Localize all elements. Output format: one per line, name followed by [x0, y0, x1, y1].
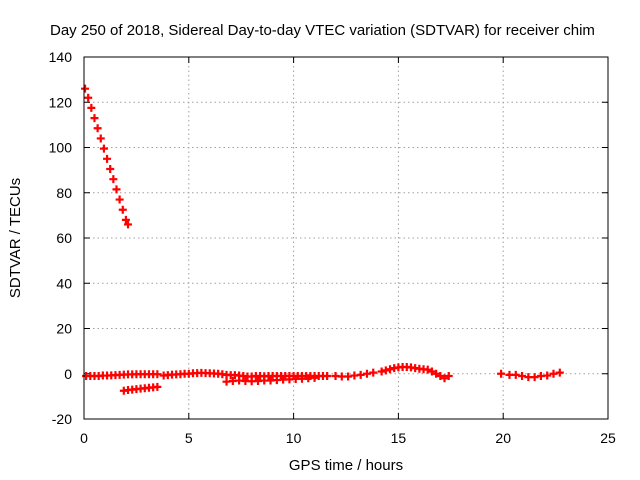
y-tick-label: -20	[52, 411, 72, 427]
data-point-marker	[310, 373, 319, 382]
data-point-marker	[96, 134, 105, 143]
data-point-marker	[153, 370, 162, 379]
x-tick-label: 20	[495, 430, 511, 446]
data-point-marker	[124, 220, 133, 229]
x-axis-label: GPS time / hours	[289, 457, 403, 474]
data-point-marker	[427, 367, 436, 376]
y-tick-label: 40	[56, 275, 72, 291]
data-point-marker	[432, 369, 441, 378]
data-point-marker	[369, 368, 378, 377]
data-point-marker	[118, 205, 127, 214]
data-point-marker	[153, 382, 162, 391]
y-axis-label: SDTVAR / TECUs	[7, 178, 24, 298]
data-point-marker	[87, 103, 96, 112]
chart-title: Day 250 of 2018, Sidereal Day-to-day VTE…	[50, 22, 595, 39]
data-point-marker	[99, 144, 108, 153]
y-tick-label: 120	[49, 94, 73, 110]
data-point-marker	[81, 84, 90, 93]
data-point-marker	[555, 368, 564, 377]
data-point-marker	[115, 195, 124, 204]
data-points	[81, 84, 564, 395]
x-tick-label: 10	[286, 430, 302, 446]
y-tick-label: 80	[56, 185, 72, 201]
data-point-marker	[511, 370, 520, 379]
data-point-marker	[323, 372, 332, 381]
data-point-marker	[440, 374, 449, 383]
data-point-marker	[377, 367, 386, 376]
data-point-marker	[497, 369, 506, 378]
x-tick-label: 25	[600, 430, 616, 446]
y-tick-label: 140	[49, 49, 73, 65]
data-point-marker	[106, 164, 115, 173]
data-point-marker	[121, 215, 130, 224]
data-point-marker	[112, 185, 121, 194]
x-tick-label: 5	[185, 430, 193, 446]
y-tick-labels: -20 0 20 40 60 80 100 120 140	[49, 49, 73, 427]
data-point-marker	[84, 93, 93, 102]
plot-frame	[83, 56, 609, 420]
data-point-marker	[386, 365, 395, 374]
data-point-marker	[103, 154, 112, 163]
y-tick-label: 20	[56, 321, 72, 337]
x-tick-label: 0	[80, 430, 88, 446]
data-point-marker	[109, 175, 118, 184]
data-point-marker	[530, 373, 539, 382]
data-point-marker	[90, 114, 99, 123]
data-point-marker	[549, 369, 558, 378]
data-point-marker	[93, 124, 102, 133]
data-point-marker	[423, 365, 432, 374]
data-point-marker	[436, 372, 445, 381]
y-tick-label: 60	[56, 230, 72, 246]
x-tick-label: 15	[391, 430, 407, 446]
data-point-marker	[381, 366, 390, 375]
data-point-marker	[543, 371, 552, 380]
y-tick-label: 0	[64, 366, 72, 382]
y-tick-label: 100	[49, 140, 73, 156]
x-tick-labels: 0 5 10 15 20 25	[80, 430, 616, 446]
data-point-marker	[362, 369, 371, 378]
data-point-marker	[444, 372, 453, 381]
gridlines	[84, 57, 608, 419]
data-point-marker	[518, 372, 527, 381]
data-point-marker	[356, 370, 365, 379]
